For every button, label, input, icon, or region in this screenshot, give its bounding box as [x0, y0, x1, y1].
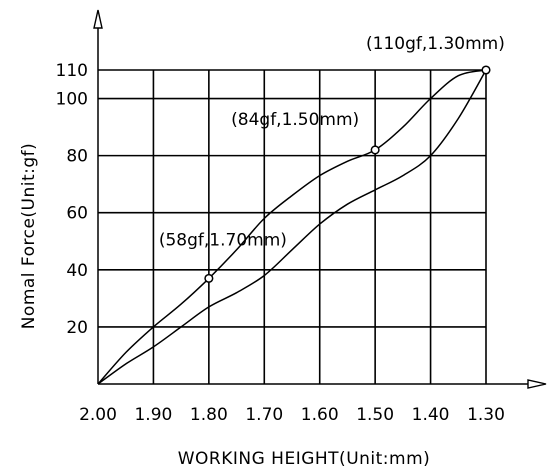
tick-labels: 2.00 1.90 1.80 1.70 1.60 1.50 1.40 1.30 20 40 60 80…: [56, 61, 505, 425]
curves: [97, 69, 487, 385]
x-tick-label: 1.40: [412, 405, 450, 425]
x-tick-label: 1.90: [134, 405, 172, 425]
x-tick-label: 1.30: [467, 405, 505, 425]
y-tick-label: 20: [66, 318, 88, 338]
y-tick-label: 110: [56, 61, 88, 81]
y-tick-label: 80: [66, 147, 88, 167]
annotated-point: [370, 145, 380, 155]
axes: [93, 9, 547, 389]
x-tick-label: 2.00: [79, 405, 117, 425]
x-axis-arrow: [527, 379, 547, 389]
x-tick-label: 1.80: [190, 405, 228, 425]
x-tick-label: 1.50: [356, 405, 394, 425]
annotated-points: (58gf,1.70mm) (84gf,1.50mm) (110gf,1.30mm): [159, 34, 505, 283]
y-axis-arrow: [93, 9, 103, 29]
series-upper-line: [97, 69, 487, 385]
point-annotation: (110gf,1.30mm): [366, 34, 505, 54]
point-annotation: (84gf,1.50mm): [231, 110, 359, 130]
x-tick-label: 1.70: [245, 405, 283, 425]
x-axis-label: WORKING HEIGHT(Unit:mm): [178, 449, 431, 469]
y-tick-label: 60: [66, 204, 88, 224]
annotated-point: [204, 273, 214, 283]
y-tick-label: 100: [56, 90, 88, 110]
point-annotation: (58gf,1.70mm): [159, 230, 287, 250]
y-axis-label: Nomal Force(Unit:gf): [19, 143, 39, 330]
grid: [98, 69, 487, 384]
y-tick-label: 40: [66, 261, 88, 281]
annotated-point: [481, 65, 491, 75]
x-tick-label: 1.60: [301, 405, 339, 425]
series-lower-line: [97, 69, 487, 385]
